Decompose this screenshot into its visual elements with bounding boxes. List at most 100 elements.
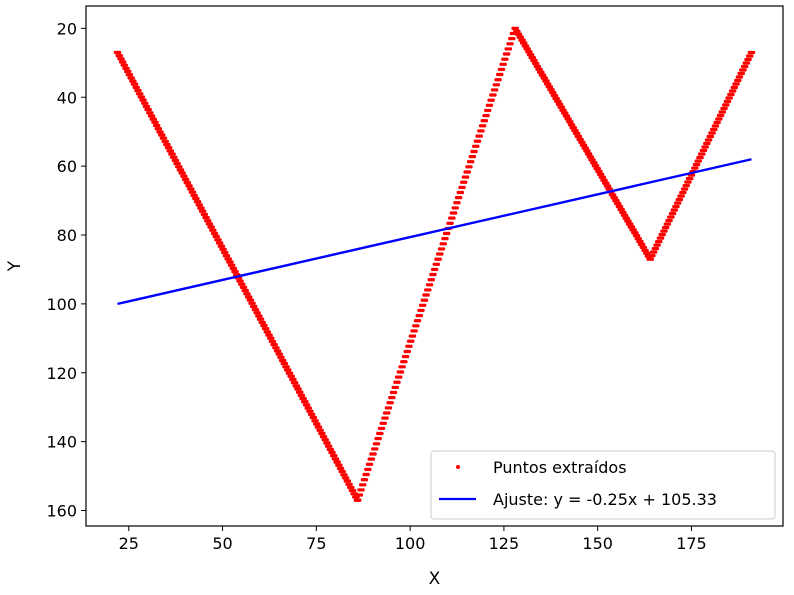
scatter-point (435, 267, 439, 272)
scatter-point (395, 385, 399, 390)
scatter-point (431, 278, 435, 282)
scatter-point (512, 36, 516, 41)
scatter-point (308, 406, 312, 410)
scatter-point (529, 50, 533, 54)
scatter-point (549, 85, 554, 89)
y-tick-label: 80 (57, 226, 77, 245)
scatter-point (452, 216, 456, 220)
scatter-point (708, 138, 713, 142)
scatter-point (724, 106, 728, 111)
scatter-point (346, 476, 350, 480)
scatter-point (317, 422, 321, 426)
scatter-point (664, 229, 668, 233)
scatter-point (426, 293, 430, 297)
scatter-point (467, 170, 471, 174)
scatter-point (714, 127, 718, 132)
scatter-point (243, 285, 248, 290)
axes-frame (85, 5, 784, 527)
scatter-point (527, 47, 531, 51)
scatter-point (450, 221, 454, 225)
scatter-point (551, 88, 555, 92)
scatter-point (479, 134, 483, 138)
scatter-point (667, 222, 672, 226)
x-tick-label: 50 (212, 534, 232, 553)
scatter-point (121, 57, 125, 61)
scatter-point (465, 175, 470, 179)
scatter-point (133, 79, 137, 83)
scatter-point (474, 149, 478, 154)
scatter-point (695, 166, 699, 170)
scatter-point (351, 485, 355, 490)
scatter-point (690, 176, 694, 181)
scatter-point (573, 126, 577, 130)
scatter-point (259, 314, 263, 318)
scatter-point (731, 92, 735, 97)
scatter-point (240, 279, 244, 283)
scatter-point (722, 110, 727, 114)
scatter-point (495, 88, 499, 92)
scatter-point (501, 67, 506, 72)
scatter-point (312, 412, 316, 417)
scatter-point (250, 298, 255, 302)
scatter-point (484, 119, 489, 123)
scatter-point (288, 368, 292, 372)
scatter-point (381, 426, 386, 431)
scatter-point (150, 111, 154, 115)
scatter-point (436, 262, 441, 266)
scatter-point (344, 473, 348, 477)
scatter-point (672, 211, 677, 216)
scatter-point (560, 102, 564, 107)
scatter-point (618, 201, 622, 206)
x-axis-ticks: 25 50 75 100 125 150 175 (119, 526, 707, 553)
scatter-point (592, 158, 596, 162)
scatter-point (117, 50, 122, 55)
scatter-point (638, 237, 642, 241)
scatter-point (300, 390, 304, 394)
scatter-point (736, 82, 740, 86)
scatter-point (575, 128, 579, 133)
scatter-point (416, 324, 420, 328)
scatter-point (530, 53, 535, 57)
scatter-point (186, 177, 190, 182)
scatter-point (556, 96, 560, 101)
scatter-point (746, 61, 751, 65)
scatter-point (577, 131, 581, 136)
y-tick-label: 120 (46, 364, 77, 383)
scatter-point (175, 158, 180, 163)
scatter-point (507, 52, 511, 56)
scatter-point (599, 169, 603, 174)
fit-line (117, 158, 752, 306)
scatter-point (464, 180, 468, 184)
scatter-point (453, 211, 458, 215)
scatter-point (524, 41, 528, 45)
scatter-point (283, 358, 287, 363)
scatter-point (532, 55, 536, 60)
scatter-point (254, 304, 258, 309)
scatter-point (681, 194, 685, 198)
scatter-point (247, 292, 251, 296)
scatter-point (146, 104, 151, 109)
scatter-point (563, 108, 567, 112)
scatter-point (614, 196, 619, 200)
scatter-point (652, 253, 656, 258)
scatter-point (498, 78, 502, 82)
scatter-point (218, 238, 222, 242)
scatter-point (546, 79, 550, 83)
scatter-point (291, 374, 295, 378)
scatter-point (561, 105, 566, 109)
x-axis-label: X (429, 569, 441, 589)
scatter-point (510, 42, 514, 46)
y-tick-label: 140 (46, 433, 77, 452)
scatter-point (318, 425, 323, 429)
scatter-point (399, 375, 403, 379)
scatter-point (657, 243, 661, 247)
scatter-point (537, 64, 542, 69)
legend-label-fit: Ajuste: y = -0.25x + 105.33 (493, 490, 717, 509)
scatter-point (674, 208, 678, 212)
scatter-point (180, 168, 185, 172)
scatter-point (459, 195, 463, 200)
scatter-point (191, 187, 195, 191)
scatter-point (671, 215, 675, 219)
scatter-point (179, 165, 183, 169)
legend: Puntos extraídos Ajuste: y = -0.25x + 10… (430, 450, 776, 520)
